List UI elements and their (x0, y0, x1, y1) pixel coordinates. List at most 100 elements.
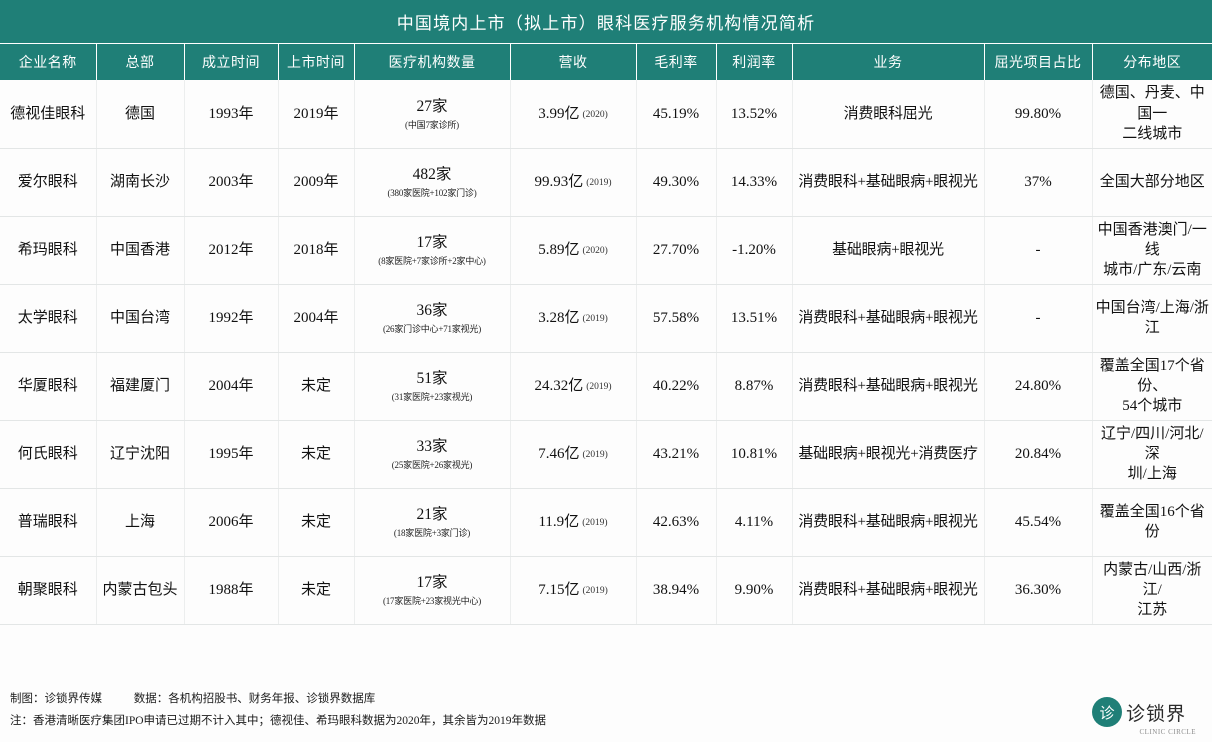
region-line: 覆盖全国16个省份 (1099, 503, 1205, 540)
cell-profit-margin: 14.33% (716, 148, 793, 217)
cell-profit-margin: 8.87% (716, 352, 793, 421)
revenue-value: 3.28亿 (538, 309, 580, 326)
cell-institutions: 36家 (26家门诊中心+71家视光) (354, 284, 511, 353)
cell-hq: 中国台湾 (96, 284, 185, 353)
cell-revenue: 3.28亿 (2019) (510, 284, 637, 353)
revenue-value: 3.99亿 (538, 105, 580, 122)
cell-business: 基础眼病+眼视光 (792, 216, 985, 285)
cell-refractive-share: 20.84% (984, 420, 1093, 489)
cell-refractive-share: 36.30% (984, 556, 1093, 625)
institutions-breakdown: (中国7家诊所) (405, 119, 459, 130)
cell-hq: 辽宁沈阳 (96, 420, 185, 489)
region-line: 覆盖全国17个省份、 (1099, 357, 1205, 394)
region-line: 圳/上海 (1127, 466, 1177, 483)
revenue-value: 11.9亿 (538, 513, 580, 530)
cell-listed: 2009年 (278, 148, 355, 217)
institutions-count: 482家 (412, 165, 452, 183)
column-header-1: 总部 (95, 44, 185, 80)
cell-regions: 中国香港澳门/一线 城市/广东/云南 (1092, 216, 1212, 285)
cell-company: 朝聚眼科 (0, 556, 97, 625)
cell-founded: 1995年 (184, 420, 279, 489)
region-line: 中国台湾/上海/浙江 (1095, 299, 1209, 336)
revenue-value: 99.93亿 (534, 173, 584, 190)
institutions-breakdown: (18家医院+3家门诊) (393, 527, 471, 538)
cell-revenue: 5.89亿 (2020) (510, 216, 637, 285)
table-row: 朝聚眼科 内蒙古包头 1988年 未定 17家 (17家医院+23家视光中心) 7.15亿(… (0, 556, 1212, 625)
cell-company: 普瑞眼科 (0, 488, 97, 557)
brand-logo: 诊 诊锁界 CLINIC CIRCLE (1080, 690, 1198, 736)
revenue-year: (2019) (586, 177, 612, 188)
column-header-2: 成立时间 (183, 44, 279, 80)
cell-listed: 2018年 (278, 216, 355, 285)
institutions-count: 17家 (416, 573, 448, 591)
cell-refractive-share: 45.54% (984, 488, 1093, 557)
cell-company: 希玛眼科 (0, 216, 97, 285)
cell-profit-margin: 9.90% (716, 556, 793, 625)
cell-founded: 1988年 (184, 556, 279, 625)
logo-wordmark: 诊锁界 (1125, 703, 1186, 725)
footer-credit-line: 制图：诊锁界传媒 数据：各机构招股书、财务年报、诊锁界数据库 (10, 689, 1202, 710)
cell-revenue: 3.99亿 (2020) (510, 80, 637, 149)
cell-gross-margin: 57.58% (636, 284, 717, 353)
cell-hq: 内蒙古包头 (96, 556, 185, 625)
region-line: 54个城市 (1122, 398, 1183, 415)
cell-institutions: 482家 (380家医院+102家门诊) (354, 148, 511, 217)
table-row: 德视佳眼科 德国 1993年 2019年 27家 (中国7家诊所) 3.99亿 (2020) 4… (0, 80, 1212, 149)
cell-institutions: 33家 (25家医院+26家视光) (354, 420, 511, 489)
cell-profit-margin: -1.20% (716, 216, 793, 285)
cell-company: 德视佳眼科 (0, 80, 97, 149)
page-title: 中国境内上市（拟上市）眼科医疗服务机构情况简析 (396, 14, 816, 33)
cell-gross-margin: 45.19% (636, 80, 717, 149)
cell-business: 消费眼科+基础眼病+眼视光 (792, 284, 985, 353)
cell-business: 消费眼科+基础眼病+眼视光 (792, 148, 985, 217)
column-header-3: 上市时间 (277, 44, 355, 80)
institutions-breakdown: (380家医院+102家门诊) (387, 187, 477, 198)
cell-revenue: 24.32亿 (2019) (510, 352, 637, 421)
table-row: 爱尔眼科 湖南长沙 2003年 2009年 482家 (380家医院+102家门诊) 99.… (0, 148, 1212, 217)
cell-gross-margin: 42.63% (636, 488, 717, 557)
cell-regions: 覆盖全国17个省份、 54个城市 (1092, 352, 1212, 421)
column-header-7: 利润率 (715, 44, 793, 80)
logo-badge-icon: 诊 (1091, 697, 1122, 727)
cell-founded: 2003年 (184, 148, 279, 217)
table-row: 普瑞眼科 上海 2006年 未定 21家 (18家医院+3家门诊) 11.9亿 (2019) 4… (0, 488, 1212, 557)
cell-company: 华厦眼科 (0, 352, 97, 421)
table-row: 希玛眼科 中国香港 2012年 2018年 17家 (8家医院+7家诊所+2家中心) 5.8… (0, 216, 1212, 285)
cell-listed: 未定 (278, 420, 355, 489)
cell-profit-margin: 10.81% (716, 420, 793, 489)
cell-hq: 德国 (96, 80, 185, 149)
cell-gross-margin: 27.70% (636, 216, 717, 285)
institutions-count: 27家 (416, 97, 448, 115)
cell-company: 何氏眼科 (0, 420, 97, 489)
cell-regions: 覆盖全国16个省份 (1092, 488, 1212, 557)
logo-tagline: CLINIC CIRCLE (1139, 728, 1196, 736)
cell-hq: 中国香港 (96, 216, 185, 285)
cell-refractive-share: 24.80% (984, 352, 1093, 421)
footer-notes: 制图：诊锁界传媒 数据：各机构招股书、财务年报、诊锁界数据库 注：香港清晰医疗集… (0, 683, 1212, 742)
table-row: 华厦眼科 福建厦门 2004年 未定 51家 (31家医院+23家视光) 24.32亿 (20… (0, 352, 1212, 421)
cell-listed: 2004年 (278, 284, 355, 353)
title-banner: 中国境内上市（拟上市）眼科医疗服务机构情况简析 (0, 0, 1212, 44)
cell-gross-margin: 40.22% (636, 352, 717, 421)
cell-business: 消费眼科+基础眼病+眼视光 (792, 556, 985, 625)
cell-revenue: 99.93亿 (2019) (510, 148, 637, 217)
region-line: 城市/广东/云南 (1103, 262, 1202, 279)
revenue-value: 24.32亿 (534, 377, 584, 394)
cell-regions: 中国台湾/上海/浙江 (1092, 284, 1212, 353)
cell-founded: 1993年 (184, 80, 279, 149)
cell-revenue: 11.9亿 (2019) (510, 488, 637, 557)
table-row: 何氏眼科 辽宁沈阳 1995年 未定 33家 (25家医院+26家视光) 7.46亿 (201… (0, 420, 1212, 489)
cell-gross-margin: 49.30% (636, 148, 717, 217)
cell-business: 消费眼科+基础眼病+眼视光 (792, 488, 985, 557)
column-header-0: 企业名称 (0, 44, 97, 80)
cell-institutions: 17家 (8家医院+7家诊所+2家中心) (354, 216, 511, 285)
cell-business: 消费眼科屈光 (792, 80, 985, 149)
cell-gross-margin: 38.94% (636, 556, 717, 625)
cell-hq: 福建厦门 (96, 352, 185, 421)
region-line: 全国大部分地区 (1099, 173, 1205, 190)
column-header-9: 屈光项目占比 (983, 44, 1093, 80)
institutions-count: 21家 (416, 505, 448, 523)
cell-regions: 全国大部分地区 (1092, 148, 1212, 217)
revenue-year: (2020) (582, 245, 608, 256)
